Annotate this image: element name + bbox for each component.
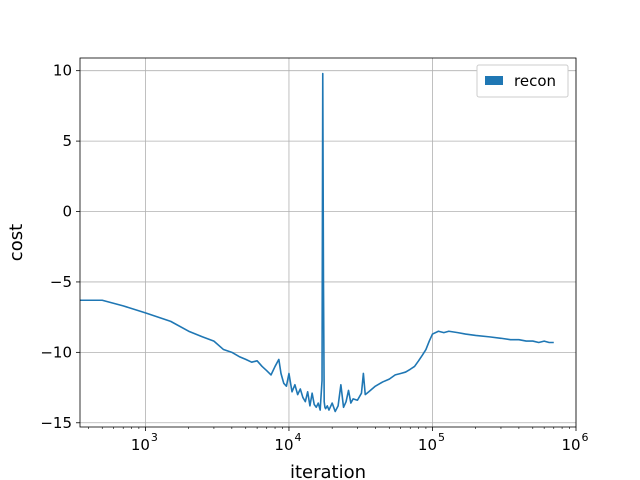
legend: recon xyxy=(476,64,569,98)
x-tick-label: 10 xyxy=(131,436,150,454)
x-tick-exponent: 6 xyxy=(582,431,589,444)
x-tick-exponent: 4 xyxy=(294,431,301,444)
grid xyxy=(80,58,577,427)
legend-box xyxy=(476,64,569,98)
legend-label-recon: recon xyxy=(514,72,556,90)
x-axis-label: iteration xyxy=(290,462,366,480)
y-tick-label: −15 xyxy=(40,414,72,432)
y-tick-label: 0 xyxy=(62,203,72,221)
series-line-recon xyxy=(80,72,554,413)
legend-swatch-recon xyxy=(485,76,503,85)
x-tick-label: 10 xyxy=(561,436,580,454)
y-tick-label: 5 xyxy=(62,132,72,150)
x-tick-exponent: 3 xyxy=(151,431,158,444)
y-tick-label: −5 xyxy=(50,273,72,291)
y-tick-label: −10 xyxy=(40,343,72,361)
x-tick-label: 10 xyxy=(418,436,437,454)
x-tick-label: 10 xyxy=(274,436,293,454)
plot-frame xyxy=(79,57,577,428)
y-tick-label: 10 xyxy=(53,62,72,80)
x-tick-exponent: 5 xyxy=(438,431,445,444)
y-axis-label: cost xyxy=(6,224,27,261)
series-layer xyxy=(80,72,554,413)
